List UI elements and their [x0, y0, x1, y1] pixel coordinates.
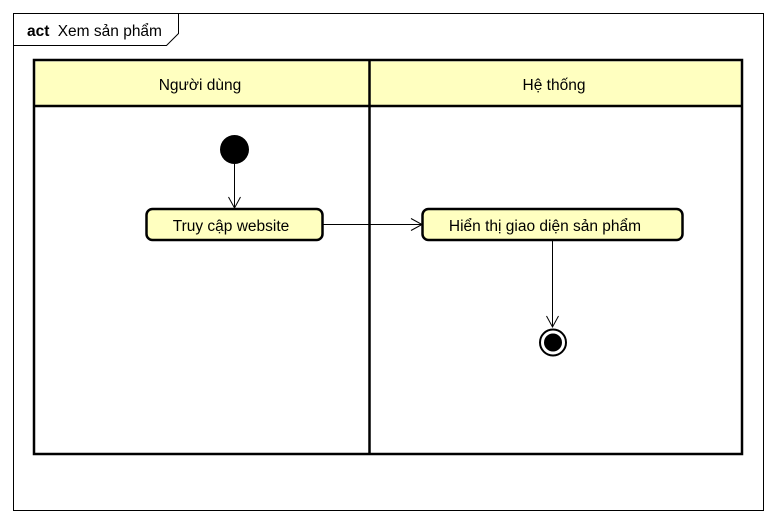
- swimlane-label-nguoi-dung: Người dùng: [159, 77, 242, 94]
- swimlane-container: [32, 58, 744, 456]
- action-label-truy-cap-website: Truy cập website: [173, 218, 290, 235]
- action-hien-thi-giao-dien: [421, 207, 684, 242]
- swimlane-header-he-thong: [370, 61, 741, 106]
- initial-node: [220, 135, 249, 164]
- frame-name-tab: [13, 13, 179, 46]
- frame-name: Xem sản phẩm: [58, 23, 162, 40]
- action-label-hien-thi-giao-dien: Hiển thị giao diện sản phẩm: [449, 218, 641, 235]
- frame-title: act Xem sản phẩm: [27, 23, 162, 40]
- action-truy-cap-website: [145, 207, 324, 242]
- final-node-inner: [544, 333, 562, 352]
- swimlane-header-nguoi-dung: [35, 61, 369, 106]
- frame-keyword: act: [27, 23, 49, 40]
- swimlane-label-he-thong: Hệ thống: [523, 77, 586, 94]
